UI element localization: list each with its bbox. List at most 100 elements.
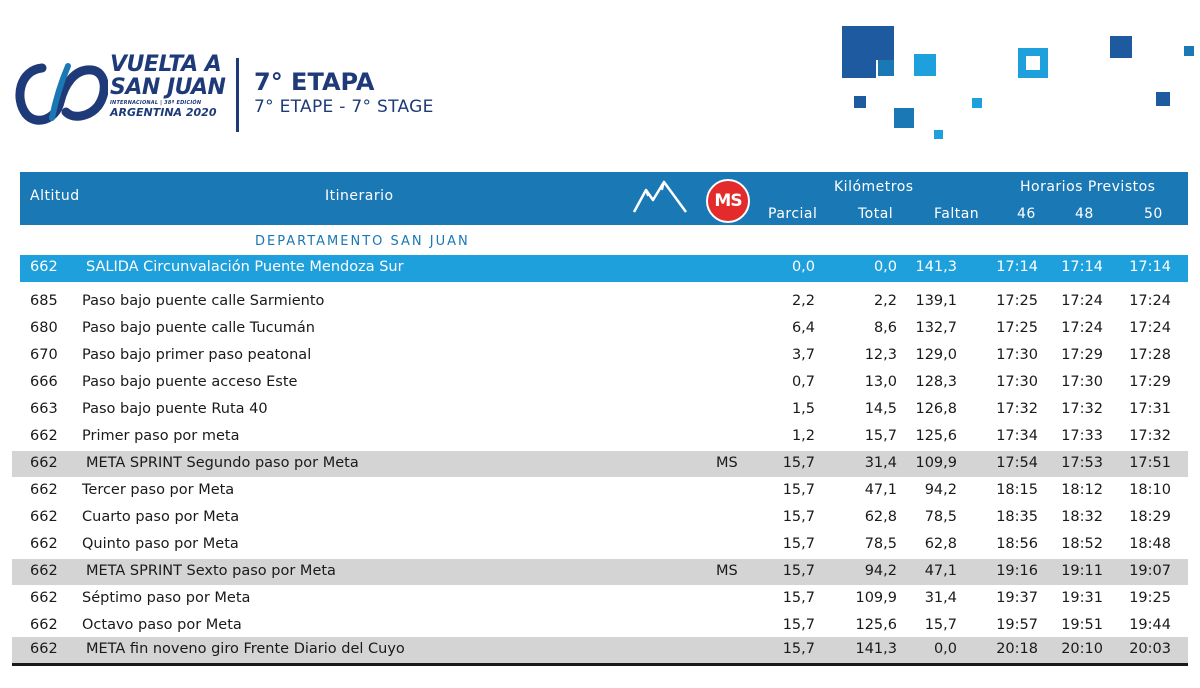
- table-row: 662 Séptimo paso por Meta 15,7 109,9 31,4 19:…: [0, 586, 1200, 612]
- cell-time-48: 17:30: [1061, 374, 1103, 390]
- cell-total: 141,3: [855, 641, 897, 657]
- cell-time-48: 17:33: [1061, 428, 1103, 444]
- cell-time-46: 17:25: [996, 293, 1038, 309]
- cell-itinerario: Cuarto paso por Meta: [82, 509, 240, 525]
- cell-faltan: 78,5: [924, 509, 957, 525]
- cell-time-48: 19:11: [1061, 563, 1103, 579]
- header-divider: [236, 58, 239, 132]
- header-h46: 46: [1017, 206, 1036, 222]
- cell-parcial: 15,7: [782, 509, 815, 525]
- cell-time-48: 18:12: [1061, 482, 1103, 498]
- cell-total: 109,9: [855, 590, 897, 606]
- cell-parcial: 15,7: [782, 482, 815, 498]
- header-horarios: Horarios Previstos: [1020, 179, 1156, 195]
- cell-total: 47,1: [864, 482, 897, 498]
- header-itinerario: Itinerario: [325, 188, 394, 204]
- cell-altitud: 680: [30, 320, 58, 336]
- cell-faltan: 62,8: [924, 536, 957, 552]
- logo-line-4: ARGENTINA 2020: [110, 106, 217, 119]
- cell-time-50: 17:14: [1129, 259, 1171, 275]
- cell-ms: MS: [716, 455, 738, 471]
- cell-time-48: 17:29: [1061, 347, 1103, 363]
- cell-faltan: 0,0: [933, 641, 957, 657]
- cell-parcial: 1,5: [791, 401, 815, 417]
- cell-total: 62,8: [864, 509, 897, 525]
- cell-faltan: 47,1: [924, 563, 957, 579]
- cell-altitud: 662: [30, 617, 58, 633]
- cell-altitud: 685: [30, 293, 58, 309]
- header-faltan: Faltan: [934, 206, 980, 222]
- cell-time-46: 17:14: [996, 259, 1038, 275]
- decorative-squares: [838, 22, 1198, 147]
- cell-altitud: 662: [30, 536, 58, 552]
- cell-time-48: 19:31: [1061, 590, 1103, 606]
- stage-title: 7° ETAPA: [254, 68, 375, 96]
- header-h50: 50: [1144, 206, 1163, 222]
- cell-time-46: 18:56: [996, 536, 1038, 552]
- logo-line-1: VUELTA A: [110, 52, 222, 77]
- table-row: 662 Cuarto paso por Meta 15,7 62,8 78,5 18:35…: [0, 505, 1200, 531]
- cell-total: 94,2: [864, 563, 897, 579]
- cell-parcial: 3,7: [791, 347, 815, 363]
- cell-time-50: 18:29: [1129, 509, 1171, 525]
- cell-altitud: 662: [30, 509, 58, 525]
- cell-time-50: 17:51: [1129, 455, 1171, 471]
- cell-time-48: 17:14: [1061, 259, 1103, 275]
- cell-time-46: 17:54: [996, 455, 1038, 471]
- table-row: 666 Paso bajo puente acceso Este 0,7 13,0 12…: [0, 370, 1200, 396]
- cell-time-48: 19:51: [1061, 617, 1103, 633]
- cell-altitud: 663: [30, 401, 58, 417]
- cell-time-48: 17:24: [1061, 293, 1103, 309]
- cell-parcial: 15,7: [782, 536, 815, 552]
- cell-faltan: 15,7: [924, 617, 957, 633]
- cell-time-46: 18:35: [996, 509, 1038, 525]
- cell-faltan: 31,4: [924, 590, 957, 606]
- cell-itinerario: Paso bajo puente Ruta 40: [82, 401, 268, 417]
- cell-time-50: 19:44: [1129, 617, 1171, 633]
- header-parcial: Parcial: [768, 206, 818, 222]
- cell-total: 13,0: [864, 374, 897, 390]
- table-row: 662 Tercer paso por Meta 15,7 47,1 94,2 18:15…: [0, 478, 1200, 504]
- cell-total: 2,2: [873, 293, 897, 309]
- decor-square: [1156, 92, 1170, 106]
- cell-time-50: 19:25: [1129, 590, 1171, 606]
- cell-faltan: 128,3: [915, 374, 957, 390]
- cell-time-46: 17:30: [996, 374, 1038, 390]
- table-row: 670 Paso bajo primer paso peatonal 3,7 12,3…: [0, 343, 1200, 369]
- cell-faltan: 125,6: [915, 428, 957, 444]
- cell-altitud: 662: [30, 259, 58, 275]
- cell-faltan: 129,0: [915, 347, 957, 363]
- cell-parcial: 15,7: [782, 641, 815, 657]
- table-bottom-rule: [12, 663, 1188, 666]
- cell-parcial: 15,7: [782, 617, 815, 633]
- event-logo: VUELTA A SAN JUAN INTERNACIONAL | 38ª ED…: [12, 54, 237, 134]
- cell-itinerario: Quinto paso por Meta: [82, 536, 239, 552]
- meta-sprint-badge: MS: [706, 179, 750, 223]
- cell-total: 14,5: [864, 401, 897, 417]
- table-row: 662 Primer paso por meta 1,2 15,7 125,6 17:34…: [0, 424, 1200, 450]
- cell-altitud: 662: [30, 563, 58, 579]
- cell-time-48: 18:32: [1061, 509, 1103, 525]
- cell-itinerario: META SPRINT Segundo paso por Meta: [86, 455, 359, 471]
- cell-itinerario: META SPRINT Sexto paso por Meta: [86, 563, 336, 579]
- cell-time-50: 17:31: [1129, 401, 1171, 417]
- cell-itinerario: Paso bajo primer paso peatonal: [82, 347, 312, 363]
- cell-total: 12,3: [864, 347, 897, 363]
- header-total: Total: [858, 206, 894, 222]
- cell-total: 125,6: [855, 617, 897, 633]
- table-row: 662 META fin noveno giro Frente Diario de…: [12, 637, 1188, 663]
- cell-total: 15,7: [864, 428, 897, 444]
- cell-itinerario: Tercer paso por Meta: [82, 482, 235, 498]
- logo-line-3: INTERNACIONAL | 38ª EDICIÓN: [110, 100, 202, 106]
- cell-total: 8,6: [873, 320, 897, 336]
- cell-time-50: 19:07: [1129, 563, 1171, 579]
- cell-altitud: 662: [30, 641, 58, 657]
- cell-parcial: 15,7: [782, 590, 815, 606]
- cell-time-50: 18:48: [1129, 536, 1171, 552]
- cell-faltan: 126,8: [915, 401, 957, 417]
- cell-faltan: 139,1: [915, 293, 957, 309]
- cell-parcial: 15,7: [782, 563, 815, 579]
- decor-square: [1110, 36, 1132, 58]
- decor-square: [914, 54, 936, 76]
- decor-square: [878, 60, 894, 76]
